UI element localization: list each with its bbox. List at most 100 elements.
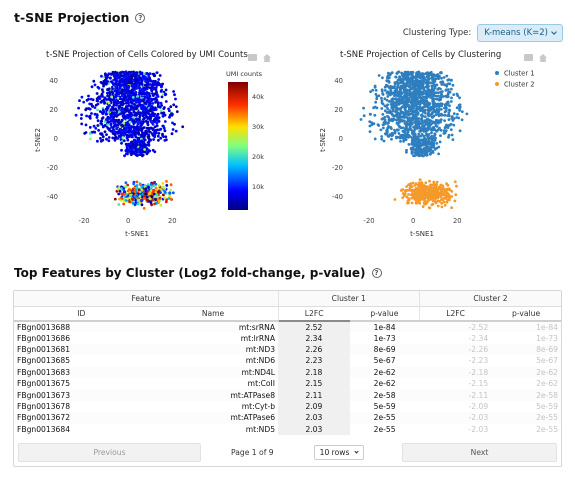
cell-c1-pvalue: 5e-59 — [373, 401, 396, 411]
cluster-point — [387, 121, 390, 125]
cluster-point — [433, 134, 436, 137]
cluster-point — [393, 130, 397, 134]
table-row: FBgn0013675 mt:CoII 2.15 2e-62 -2.15 2e-62 — [14, 377, 561, 390]
umi-point — [122, 121, 126, 125]
cluster-point — [458, 129, 462, 133]
umi-point — [135, 184, 139, 187]
umi-point — [106, 88, 110, 92]
cluster-point — [392, 105, 396, 109]
cluster-point — [407, 107, 411, 111]
cluster-point — [431, 128, 435, 132]
umi-point — [138, 143, 142, 146]
legend-cluster-1-marker[interactable] — [495, 71, 499, 75]
help-icon[interactable]: ? — [371, 268, 382, 278]
umi-scatter[interactable]: -20 0 20 40 20 0 -20 -40 t-SNE1 t-SNE2 UMI counts… — [0, 44, 290, 259]
home-icon[interactable] — [539, 54, 547, 62]
cluster-point — [416, 199, 419, 202]
umi-point — [130, 85, 134, 88]
next-button[interactable]: Next — [402, 443, 557, 462]
umi-point — [171, 128, 175, 131]
cluster-point — [407, 143, 411, 146]
cluster-point — [400, 133, 404, 137]
cluster-point — [373, 113, 377, 117]
cluster-point — [404, 106, 408, 109]
cluster-point — [445, 74, 449, 78]
cluster-point — [436, 104, 440, 108]
cluster-point — [396, 128, 400, 132]
x-axis-label: t-SNE1 — [125, 230, 149, 238]
cell-c1-l2fc: 2.34 — [278, 332, 350, 344]
cluster-point — [396, 70, 400, 74]
cluster-point — [380, 135, 384, 138]
y-tick-label: -20 — [332, 164, 343, 172]
umi-point — [168, 191, 172, 195]
x-tick-label: -20 — [364, 217, 375, 225]
cluster-point — [414, 191, 418, 194]
camera-icon[interactable] — [248, 54, 257, 61]
cluster-point — [432, 106, 435, 109]
cluster-point — [445, 83, 448, 87]
umi-point — [132, 127, 136, 131]
cluster-point — [421, 194, 425, 198]
umi-point — [171, 121, 174, 125]
umi-point — [131, 187, 135, 191]
umi-point — [146, 94, 150, 98]
help-icon[interactable]: ? — [135, 12, 146, 23]
umi-point — [131, 197, 134, 201]
cell-c2-pvalue: 2e-55 — [491, 412, 561, 424]
cluster-point — [430, 90, 434, 94]
cluster-point — [414, 182, 418, 186]
cluster-point — [371, 88, 375, 92]
umi-point — [159, 109, 163, 113]
home-icon[interactable] — [263, 54, 271, 62]
clustering-type-select[interactable]: K-means (K=2) — [477, 24, 563, 42]
legend-cluster-2[interactable]: Cluster 2 — [504, 81, 535, 89]
cluster-point — [430, 88, 434, 92]
cluster-point — [405, 99, 409, 102]
cluster-point — [426, 89, 430, 93]
col-c1-pvalue[interactable]: p-value — [349, 306, 420, 322]
cluster-point — [373, 105, 377, 109]
cluster-point — [431, 187, 435, 191]
umi-point — [146, 195, 149, 199]
cluster-point — [425, 134, 428, 137]
cluster-point — [428, 152, 432, 156]
col-name[interactable]: Name — [148, 306, 279, 322]
previous-button[interactable]: Previous — [18, 443, 201, 462]
cluster-point — [434, 124, 438, 128]
cluster-point — [433, 97, 436, 101]
col-c2-l2fc[interactable]: L2FC — [418, 306, 492, 322]
umi-point — [108, 127, 111, 131]
umi-point — [105, 137, 108, 141]
cluster-point — [408, 120, 412, 124]
cluster-point — [405, 116, 409, 119]
cluster-point — [450, 195, 454, 198]
col-c1-l2fc[interactable]: L2FC — [277, 306, 350, 322]
cluster-point — [429, 123, 433, 126]
cluster-point — [410, 79, 413, 83]
col-id[interactable]: ID — [14, 306, 149, 322]
umi-point — [113, 95, 117, 99]
cluster-point — [451, 138, 455, 141]
umi-point — [130, 118, 134, 122]
x-tick-label: 20 — [168, 217, 177, 225]
cluster-point — [410, 102, 414, 106]
cluster-point — [431, 183, 435, 187]
cluster-point — [450, 96, 453, 100]
cluster-point — [407, 193, 410, 196]
cluster-point — [404, 127, 407, 130]
umi-point — [151, 106, 155, 110]
cluster-point — [368, 120, 372, 123]
cluster-point — [421, 191, 425, 194]
cluster-point — [383, 85, 387, 89]
col-c2-pvalue[interactable]: p-value — [491, 306, 561, 322]
legend-cluster-1[interactable]: Cluster 1 — [504, 70, 535, 78]
rows-per-page-select[interactable]: 10 rows — [313, 445, 365, 460]
umi-point — [93, 112, 97, 116]
cluster-point — [405, 77, 409, 81]
umi-point — [108, 98, 111, 102]
umi-point — [131, 79, 135, 83]
legend-cluster-2-marker[interactable] — [495, 82, 499, 86]
camera-icon[interactable] — [524, 54, 533, 61]
